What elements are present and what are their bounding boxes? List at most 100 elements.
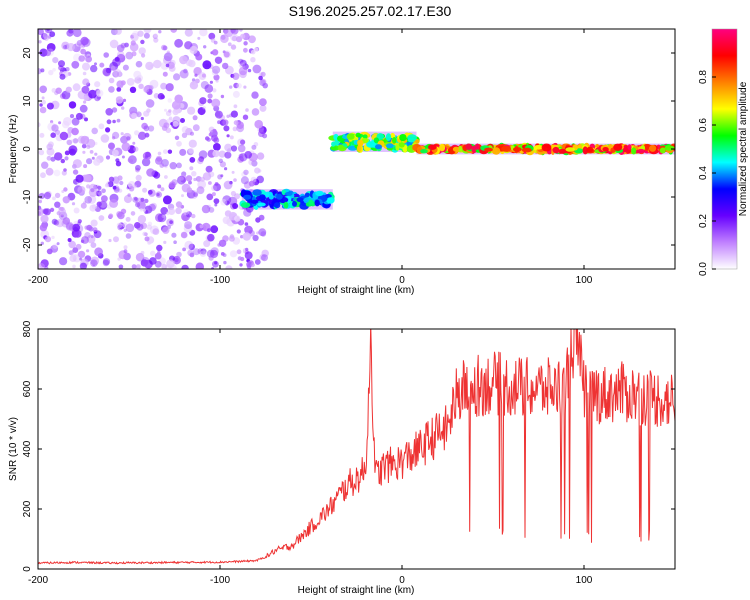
heatmap-cell bbox=[157, 251, 161, 255]
heatmap-cell bbox=[205, 165, 213, 173]
heatmap-cell bbox=[191, 81, 195, 86]
heatmap-cell bbox=[165, 110, 172, 117]
heatmap-cell bbox=[54, 192, 61, 199]
heatmap-cell bbox=[65, 222, 74, 231]
heatmap-cell bbox=[239, 59, 247, 67]
heatmap-cell bbox=[94, 62, 97, 66]
heatmap-cell bbox=[82, 150, 86, 154]
heatmap-cell bbox=[613, 143, 623, 151]
heatmap-cell bbox=[82, 62, 90, 71]
heatmap-cell bbox=[44, 236, 52, 243]
heatmap-cell bbox=[224, 151, 232, 159]
heatmap-cell bbox=[129, 86, 137, 94]
heatmap-cell bbox=[187, 106, 196, 115]
heatmap-cell bbox=[174, 38, 184, 48]
heatmap-cell bbox=[240, 157, 244, 161]
heatmap-cell bbox=[232, 90, 240, 98]
heatmap-cell bbox=[457, 145, 463, 153]
y-tick-label: 0 bbox=[22, 146, 33, 152]
heatmap-cell bbox=[48, 69, 54, 76]
heatmap-cell bbox=[157, 213, 167, 223]
heatmap-cell bbox=[116, 87, 122, 92]
heatmap-cell bbox=[61, 120, 70, 129]
y-tick-label: 20 bbox=[22, 47, 33, 59]
heatmap-cell bbox=[240, 202, 251, 209]
heatmap-cell bbox=[314, 199, 320, 207]
heatmap-cell bbox=[68, 240, 76, 249]
heatmap-cell bbox=[144, 236, 150, 242]
heatmap-cell bbox=[166, 50, 170, 54]
heatmap-cell bbox=[159, 163, 165, 168]
heatmap-cell bbox=[127, 181, 136, 189]
heatmap-cell bbox=[227, 42, 232, 47]
heatmap-cell bbox=[40, 172, 46, 179]
heatmap-cell bbox=[212, 150, 220, 158]
heatmap-cell bbox=[195, 262, 204, 269]
heatmap-cell bbox=[46, 143, 53, 151]
heatmap-cell bbox=[541, 143, 552, 152]
heatmap-cell bbox=[156, 244, 163, 252]
heatmap-cell bbox=[59, 131, 69, 141]
heatmap-cell bbox=[146, 88, 153, 95]
heatmap-cell bbox=[61, 190, 65, 193]
heatmap-cell bbox=[116, 44, 125, 53]
heatmap-cell bbox=[232, 126, 238, 132]
heatmap-cell bbox=[213, 183, 221, 192]
heatmap-cell bbox=[75, 243, 82, 250]
heatmap-cell bbox=[155, 157, 163, 165]
heatmap-cell bbox=[49, 31, 56, 38]
heatmap-cell bbox=[193, 248, 200, 256]
heatmap-cell bbox=[113, 186, 120, 193]
heatmap-cell bbox=[223, 260, 227, 265]
heatmap-cell bbox=[247, 68, 252, 73]
heatmap-cell bbox=[72, 159, 82, 169]
heatmap-cell bbox=[148, 203, 156, 212]
heatmap-cell bbox=[188, 139, 197, 148]
heatmap-cell bbox=[174, 135, 180, 140]
heatmap-cell bbox=[87, 195, 97, 204]
heatmap-cell bbox=[156, 193, 160, 197]
heatmap-cell bbox=[649, 144, 657, 152]
heatmap-cell bbox=[121, 142, 131, 152]
heatmap-cell bbox=[38, 29, 44, 36]
heatmap-cell bbox=[198, 150, 208, 159]
heatmap-cell bbox=[76, 40, 83, 46]
heatmap-cell bbox=[46, 155, 52, 161]
heatmap-cell bbox=[128, 186, 135, 192]
heatmap-cell bbox=[131, 51, 137, 57]
heatmap-cell bbox=[54, 201, 61, 208]
heatmap-cell bbox=[140, 116, 144, 121]
heatmap-cell bbox=[63, 44, 68, 50]
heatmap-cell bbox=[98, 123, 105, 130]
heatmap-cell bbox=[187, 249, 194, 256]
heatmap-cell bbox=[252, 189, 262, 196]
heatmap-cell bbox=[137, 215, 147, 224]
x-tick-label: -200 bbox=[28, 275, 48, 286]
colorbar-tick-label: 0.2 bbox=[698, 214, 709, 228]
heatmap-cell bbox=[211, 192, 216, 197]
heatmap-cell bbox=[212, 134, 216, 138]
heatmap-cell bbox=[203, 240, 211, 248]
heatmap-cell bbox=[233, 104, 238, 109]
heatmap-cell bbox=[169, 220, 174, 225]
heatmap-cell bbox=[111, 136, 116, 140]
heatmap-cell bbox=[244, 251, 253, 260]
heatmap-cell bbox=[234, 215, 241, 222]
heatmap-cell bbox=[191, 171, 197, 177]
heatmap-cell bbox=[102, 258, 111, 266]
heatmap-cell bbox=[109, 198, 119, 208]
heatmap-cell bbox=[207, 233, 215, 242]
heatmap-cell bbox=[127, 157, 133, 163]
heatmap-cell bbox=[38, 193, 45, 200]
heatmap-cell bbox=[229, 135, 234, 140]
heatmap-cell bbox=[254, 119, 263, 129]
heatmap-cell bbox=[160, 82, 168, 90]
heatmap-cell bbox=[70, 139, 74, 143]
heatmap-cell bbox=[52, 243, 58, 249]
heatmap-x-label: Height of straight line (km) bbox=[298, 285, 415, 296]
heatmap-cell bbox=[73, 207, 80, 214]
heatmap-cell bbox=[195, 53, 203, 61]
heatmap-cell bbox=[67, 238, 72, 242]
heatmap-cell bbox=[97, 185, 102, 190]
heatmap-cell bbox=[659, 147, 666, 154]
